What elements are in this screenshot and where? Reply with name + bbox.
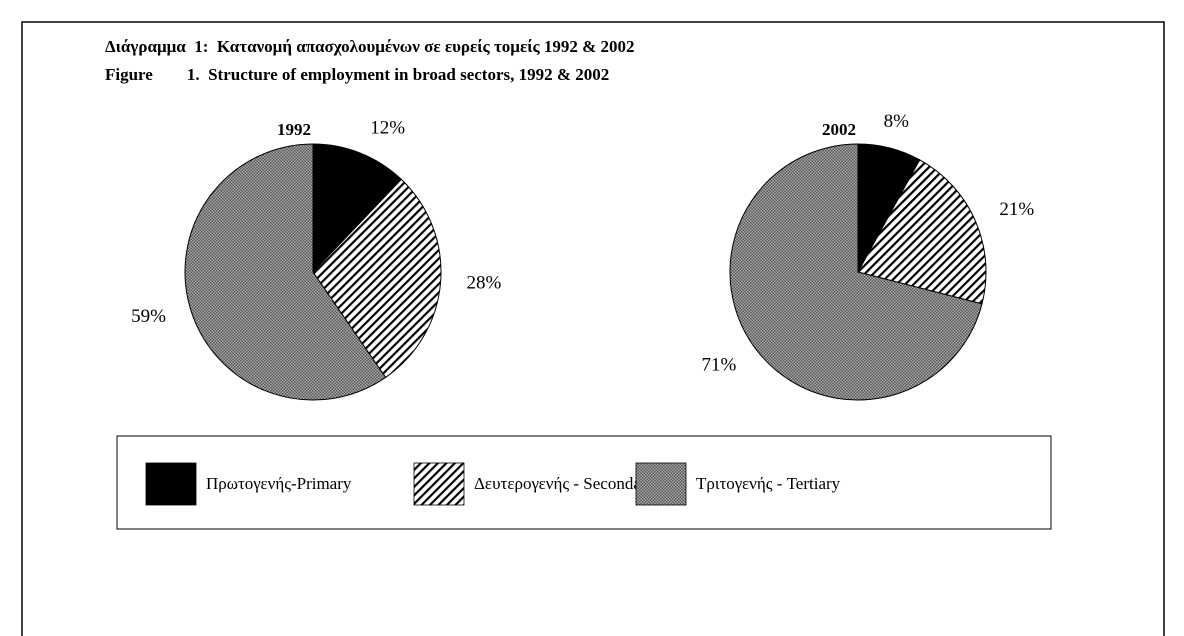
legend-swatch: [635, 462, 687, 506]
slice-label: 21%: [999, 199, 1034, 220]
frame: [21, 21, 1165, 636]
legend-swatch: [413, 462, 465, 506]
slice-label: 12%: [370, 117, 405, 138]
title-greek: Διάγραμμα 1: Κατανομή απασχολουμένων σε …: [105, 37, 635, 56]
pie-title: 2002: [822, 120, 856, 139]
legend-label: Τριτογενής - Tertiary: [696, 474, 841, 493]
pie-slice: [857, 159, 987, 305]
pie-slice: [312, 143, 403, 274]
pie-slice: [729, 143, 983, 401]
title-english: Figure 1. Structure of employment in bro…: [105, 65, 609, 84]
pie-title: 1992: [277, 120, 311, 139]
slice-label: 8%: [884, 111, 910, 132]
slice-label: 71%: [701, 355, 736, 376]
legend-label: Δευτερογενής - Secondary: [474, 474, 656, 493]
slice-label: 59%: [131, 306, 166, 327]
pie-slice: [312, 178, 442, 379]
legend-box: [116, 435, 1052, 530]
legend-label: Πρωτογενής-Primary: [206, 474, 352, 493]
legend-swatch: [145, 462, 197, 506]
slice-label: 28%: [467, 273, 502, 294]
pie-slice: [184, 143, 387, 401]
